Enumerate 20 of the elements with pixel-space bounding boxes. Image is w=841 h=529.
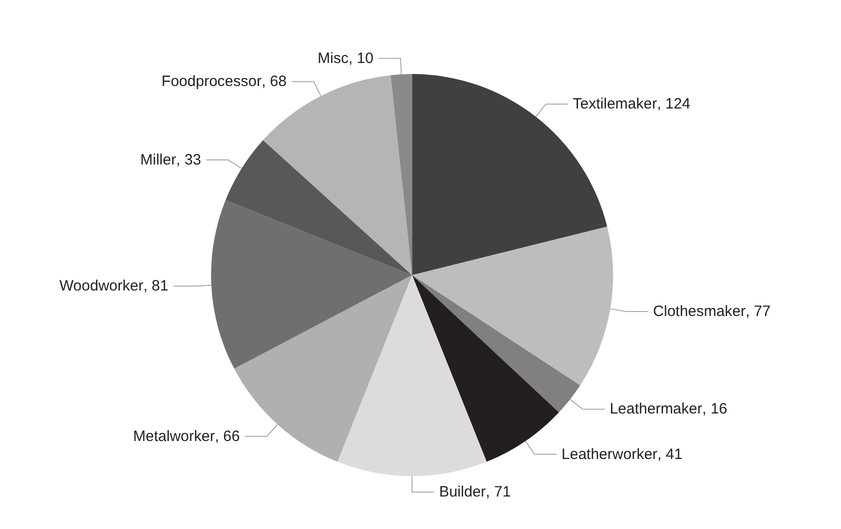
slice-label: Textilemaker [572, 96, 657, 113]
slice-label: Leathermaker [610, 400, 702, 418]
slice-label: Metalworker [133, 428, 215, 445]
slice-label: Foodprocessor [162, 73, 262, 90]
slice-label: Clothesmaker [653, 302, 746, 320]
data-label: , 33 [176, 151, 202, 168]
slice-label: Misc [318, 50, 349, 67]
slice-label: Leatherworker [562, 446, 658, 463]
slice-label: Woodworker [59, 278, 144, 295]
data-label: , 66 [214, 428, 240, 445]
data-label: , 124 [656, 96, 690, 113]
data-label: , 81 [143, 278, 168, 295]
data-label: , 41 [657, 446, 682, 463]
data-label: , 68 [262, 73, 287, 90]
data-label: , 10 [348, 50, 374, 67]
slice-label: Miller [140, 151, 176, 168]
data-label: , 16 [702, 400, 728, 418]
data-label: , 77 [746, 302, 771, 320]
slice-label: Builder [439, 484, 486, 501]
data-label: , 71 [486, 484, 511, 501]
